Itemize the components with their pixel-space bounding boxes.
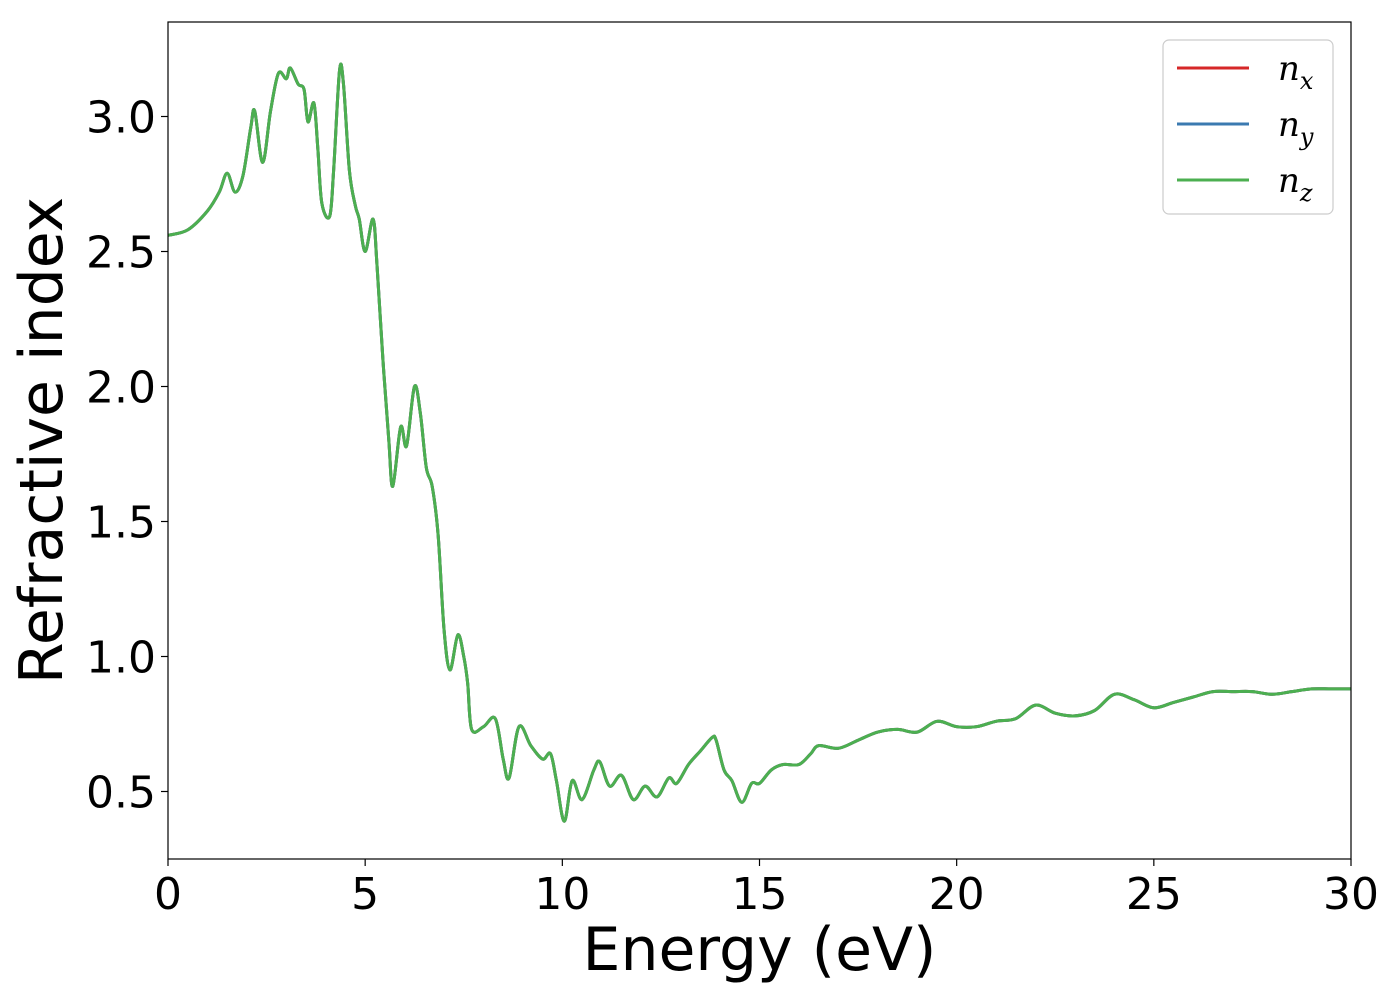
x-tick-label: 10: [534, 869, 590, 920]
x-tick-label: 15: [732, 869, 788, 920]
legend-label: ny: [1278, 105, 1314, 151]
series-line-n_z: [168, 62, 1351, 823]
legend-label: nz: [1278, 161, 1313, 207]
x-tick-label: 5: [351, 869, 379, 920]
y-tick-label: 1.0: [86, 633, 156, 684]
y-tick-label: 0.5: [86, 768, 156, 819]
x-tick-label: 25: [1126, 869, 1182, 920]
x-axis: 0 5 10 15 20 25 30: [154, 859, 1379, 920]
legend-label: nx: [1278, 49, 1314, 95]
legend-box: [1162, 39, 1334, 215]
series-layer: [168, 62, 1351, 823]
y-tick-label: 2.5: [86, 228, 156, 279]
x-tick-label: 30: [1323, 869, 1379, 920]
y-tick-label: 2.0: [86, 363, 156, 414]
x-tick-label: 20: [929, 869, 985, 920]
legend: nx ny nz: [1162, 39, 1334, 215]
x-tick-label: 0: [154, 869, 182, 920]
y-axis-title: Refractive index: [7, 197, 77, 684]
y-tick-label: 1.5: [86, 498, 156, 549]
y-tick-label: 3.0: [86, 93, 156, 144]
x-axis-title: Energy (eV): [583, 915, 937, 985]
y-axis: 0.5 1.0 1.5 2.0 2.5 3.0: [86, 93, 168, 819]
